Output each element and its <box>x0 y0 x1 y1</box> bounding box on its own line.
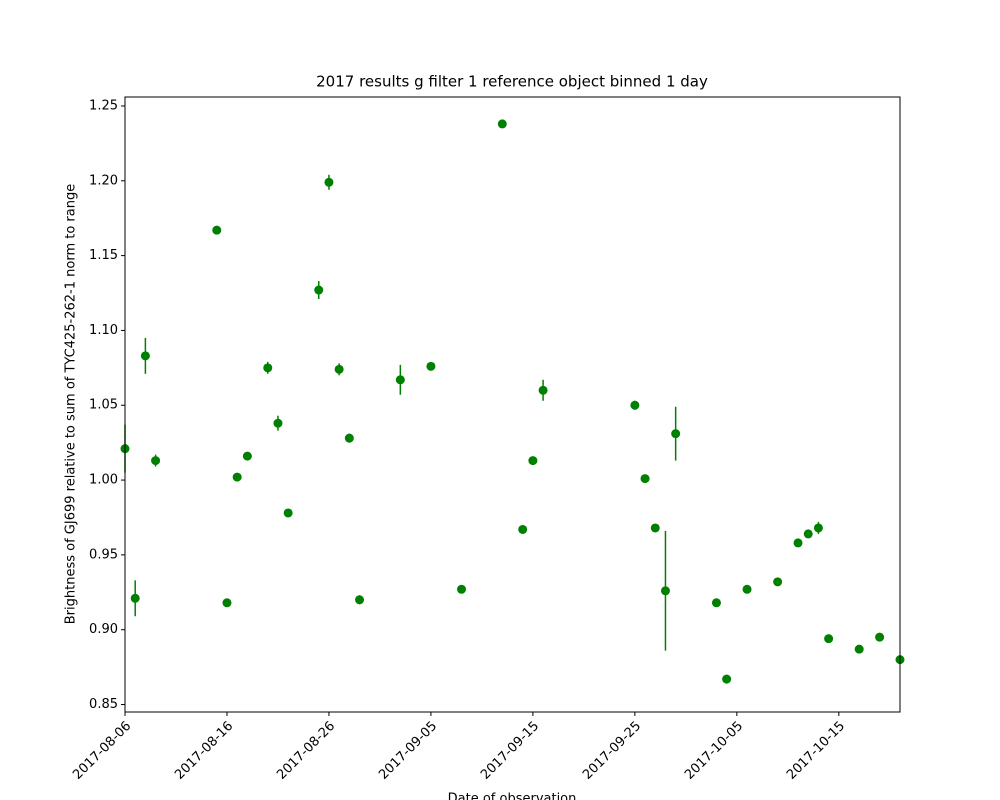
chart-title: 2017 results g filter 1 reference object… <box>316 73 708 91</box>
y-tick-label: 1.15 <box>89 248 118 263</box>
y-tick-label: 1.25 <box>89 98 118 113</box>
point <box>640 474 650 484</box>
point <box>671 429 681 439</box>
y-tick-label: 1.05 <box>89 398 118 413</box>
y-tick-label: 1.10 <box>89 323 118 338</box>
y-tick-label: 1.00 <box>89 473 118 488</box>
point <box>212 225 222 235</box>
point <box>334 364 344 374</box>
plot-frame <box>124 96 901 713</box>
point <box>824 634 834 644</box>
point <box>803 529 813 539</box>
point <box>222 598 232 608</box>
point <box>650 523 660 533</box>
point <box>773 577 783 587</box>
point <box>140 351 150 361</box>
point <box>457 584 467 594</box>
point <box>711 598 721 608</box>
y-tick-label: 0.85 <box>89 697 118 712</box>
point <box>314 285 324 295</box>
point <box>875 632 885 642</box>
point <box>660 586 670 596</box>
point <box>324 177 334 187</box>
point <box>283 508 293 518</box>
x-axis-label: Date of observation <box>448 792 577 800</box>
point <box>813 523 823 533</box>
point <box>232 472 242 482</box>
point <box>528 456 538 466</box>
y-axis-label: Brightness of GJ699 relative to sum of T… <box>64 184 79 624</box>
point <box>263 363 273 373</box>
point <box>538 385 548 395</box>
y-tick-label: 1.20 <box>89 173 118 188</box>
point <box>793 538 803 548</box>
point <box>497 119 507 129</box>
point <box>630 400 640 410</box>
point <box>742 584 752 594</box>
point <box>355 595 365 605</box>
point <box>242 451 252 461</box>
point <box>130 593 140 603</box>
point <box>395 375 405 385</box>
point <box>854 644 864 654</box>
y-tick-label: 0.90 <box>89 622 118 637</box>
point <box>426 361 436 371</box>
y-tick-label: 0.95 <box>89 547 118 562</box>
point <box>518 524 528 534</box>
point <box>151 456 161 466</box>
point <box>273 418 283 428</box>
point <box>344 433 354 443</box>
point <box>722 674 732 684</box>
